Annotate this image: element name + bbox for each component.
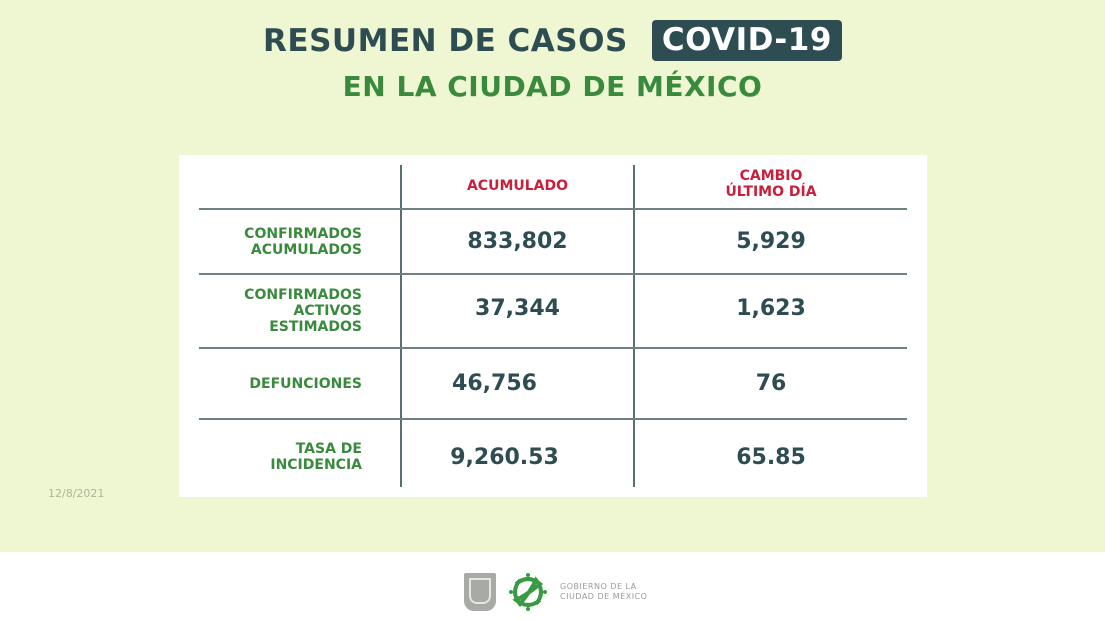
logo-text-line2: CIUDAD DE MÉXICO bbox=[560, 592, 648, 601]
coat-of-arms-icon bbox=[464, 573, 496, 611]
footer bbox=[0, 552, 1105, 620]
row-divider bbox=[199, 273, 907, 275]
row-label-line: DEFUNCIONES bbox=[249, 375, 362, 392]
title-row: RESUMEN DE CASOS COVID-19 bbox=[0, 20, 1105, 61]
column-divider bbox=[400, 165, 402, 487]
value-cambio: 1,623 bbox=[736, 295, 806, 321]
value-acumulado: 46,756 bbox=[452, 371, 537, 396]
row-label-line: INCIDENCIA bbox=[270, 457, 362, 473]
row-divider bbox=[199, 418, 907, 420]
value-acumulado: 9,260.53 bbox=[450, 444, 559, 470]
cdmx-logo-icon bbox=[509, 573, 547, 611]
page-title: RESUMEN DE CASOS bbox=[263, 22, 628, 59]
row-label-line: CONFIRMADOS bbox=[244, 225, 362, 242]
value-cambio: 65.85 bbox=[736, 444, 806, 470]
value-acumulado: 37,344 bbox=[475, 295, 560, 321]
column-header-cambio: CAMBIO ÚLTIMO DÍA bbox=[635, 161, 907, 207]
footer-logos: GOBIERNO DE LA CIUDAD DE MÉXICO bbox=[464, 572, 647, 612]
summary-table: ACUMULADO CAMBIO ÚLTIMO DÍA CONFIRMADOS … bbox=[179, 155, 927, 497]
row-label-line: ACUMULADOS bbox=[250, 241, 362, 258]
value-acumulado: 833,802 bbox=[467, 229, 568, 254]
value-cambio: 5,929 bbox=[736, 229, 806, 254]
row-label-line: CONFIRMADOS bbox=[244, 287, 362, 303]
header-label-line2: ÚLTIMO DÍA bbox=[725, 184, 817, 200]
column-header-acumulado: ACUMULADO bbox=[402, 165, 633, 207]
logo-text-line1: GOBIERNO DE LA bbox=[560, 582, 637, 591]
row-divider bbox=[199, 208, 907, 210]
row-label-confirmados-acumulados: CONFIRMADOS ACUMULADOS bbox=[199, 210, 362, 273]
row-label-tasa-incidencia: TASA DE INCIDENCIA bbox=[199, 420, 362, 494]
report-date: 12/8/2021 bbox=[48, 487, 105, 500]
row-label-line: ESTIMADOS bbox=[269, 319, 362, 335]
row-divider bbox=[199, 347, 907, 349]
government-logo-text: GOBIERNO DE LA CIUDAD DE MÉXICO bbox=[560, 582, 647, 602]
row-label-line: TASA DE bbox=[295, 441, 362, 457]
header-label-line1: CAMBIO bbox=[739, 168, 803, 184]
row-label-confirmados-activos: CONFIRMADOS ACTIVOS ESTIMADOS bbox=[199, 275, 362, 347]
row-label-line: ACTIVOS bbox=[293, 303, 362, 319]
covid-badge: COVID-19 bbox=[651, 20, 842, 61]
row-label-defunciones: DEFUNCIONES bbox=[199, 349, 362, 418]
header-label: ACUMULADO bbox=[466, 178, 569, 194]
column-divider bbox=[633, 165, 635, 487]
value-cambio: 76 bbox=[755, 371, 787, 396]
page-subtitle: EN LA CIUDAD DE MÉXICO bbox=[342, 70, 763, 103]
